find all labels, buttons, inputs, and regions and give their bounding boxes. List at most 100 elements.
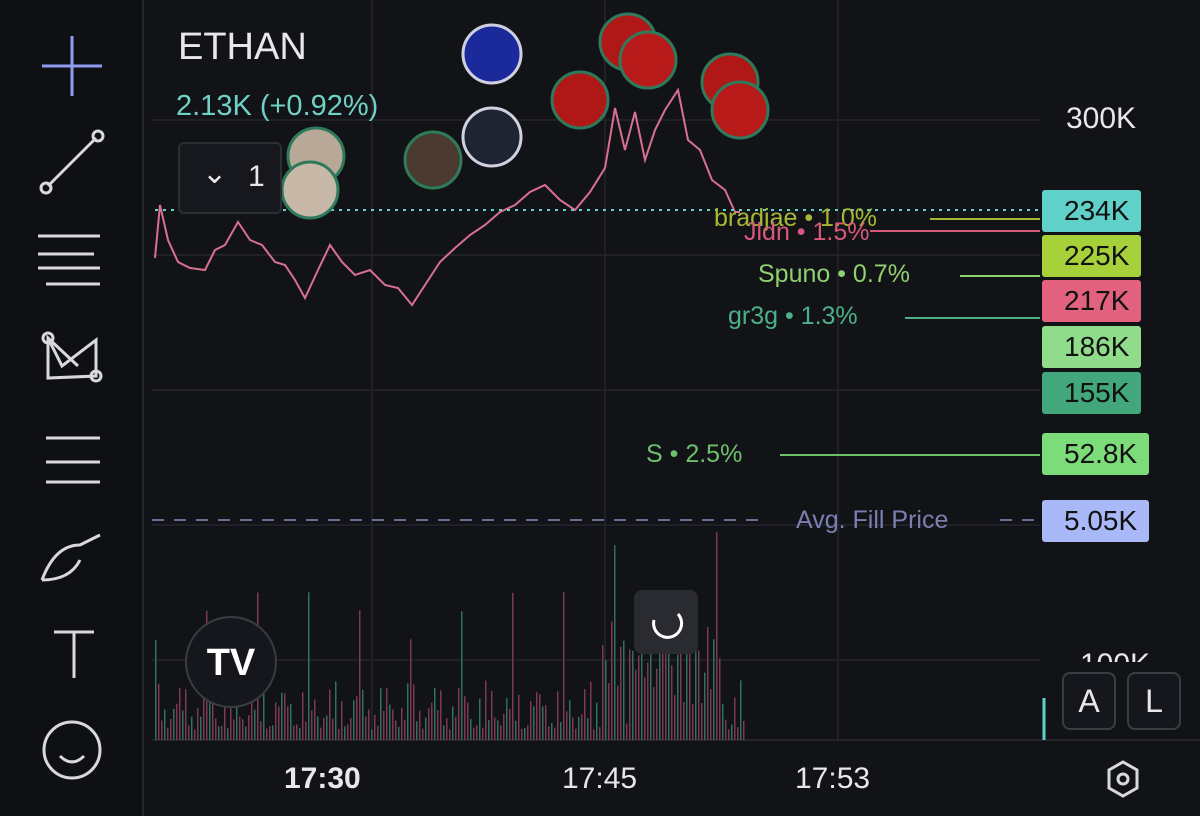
volume-bar <box>494 717 496 740</box>
volume-bar <box>464 696 466 740</box>
volume-bar <box>455 716 457 740</box>
volume-bar <box>215 718 217 740</box>
volume-bar <box>317 716 319 740</box>
volume-bar <box>245 726 247 740</box>
volume-bar <box>536 692 538 740</box>
price-tag: 52.8K <box>1042 433 1150 475</box>
volume-bar <box>641 609 643 740</box>
log-scale-button[interactable]: L <box>1127 672 1181 730</box>
volume-bar <box>554 727 556 740</box>
volume-bar <box>719 658 721 740</box>
volume-bar <box>647 662 649 740</box>
price-axis-label: 300K <box>1066 102 1137 135</box>
volume-bar <box>437 710 439 740</box>
volume-bar <box>398 726 400 740</box>
volume-bar <box>629 649 631 740</box>
volume-bar <box>302 692 304 740</box>
price-tag: 5.05K <box>1042 500 1150 542</box>
volume-bar <box>737 727 739 740</box>
volume-bar <box>419 710 421 740</box>
volume-bar <box>284 693 286 740</box>
volume-bar <box>323 717 325 740</box>
volume-bar <box>329 689 331 740</box>
position-label: bradjae • 1.0% <box>714 204 878 232</box>
volume-bar <box>734 697 736 740</box>
volume-bar <box>326 715 328 740</box>
volume-bar <box>665 610 667 740</box>
volume-bar <box>383 711 385 740</box>
volume-bar <box>338 728 340 740</box>
volume-bar <box>425 717 427 740</box>
volume-bar <box>377 725 379 740</box>
volume-bar <box>236 690 238 740</box>
volume-bar <box>404 719 406 740</box>
volume-bar <box>596 702 598 740</box>
volume-bar <box>380 688 382 740</box>
volume-bar <box>668 606 670 740</box>
volume-bar <box>674 695 676 740</box>
volume-bar <box>602 645 604 740</box>
volume-bar <box>296 724 298 740</box>
volume-bar <box>611 621 613 740</box>
volume-bar <box>347 724 349 740</box>
volume-bar <box>293 725 295 740</box>
volume-bar <box>290 703 292 740</box>
volume-bar <box>428 708 430 740</box>
volume-bar <box>395 720 397 740</box>
volume-bar <box>176 703 178 740</box>
volume-bar <box>203 688 205 740</box>
position-label: S • 2.5% <box>646 440 743 468</box>
volume-bar <box>335 681 337 740</box>
volume-bar <box>221 725 223 740</box>
volume-bar <box>491 690 493 740</box>
volume-bar <box>458 688 460 740</box>
volume-bar <box>539 694 541 740</box>
volume-bar <box>545 705 547 740</box>
volume-bar <box>482 727 484 740</box>
volume-bar <box>713 639 715 740</box>
time-label: 17:45 <box>562 762 638 795</box>
volume-bar <box>173 708 175 740</box>
volume-bar <box>701 703 703 740</box>
volume-bar <box>359 610 361 740</box>
volume-bar <box>431 702 433 740</box>
volume-bar <box>188 725 190 740</box>
volume-bar <box>530 700 532 740</box>
volume-bar <box>242 719 244 740</box>
price-tag: 186K <box>1042 326 1142 368</box>
volume-bar <box>443 725 445 740</box>
volume-bar <box>497 720 499 740</box>
volume-bar <box>446 718 448 740</box>
volume-bar <box>269 726 271 740</box>
volume-bar <box>587 718 589 740</box>
volume-bar <box>281 692 283 740</box>
volume-bar <box>527 725 529 740</box>
volume-bar <box>278 706 280 740</box>
volume-bar <box>212 701 214 740</box>
price-tag: 155K <box>1042 372 1142 414</box>
volume-bar <box>485 680 487 740</box>
volume-bar <box>341 701 343 740</box>
volume-bar <box>413 684 415 740</box>
volume-bar <box>440 690 442 740</box>
volume-bar <box>410 639 412 740</box>
volume-bar <box>644 677 646 740</box>
volume-bar <box>476 725 478 740</box>
symbol-title: ETHAN <box>178 26 307 68</box>
volume-bar <box>686 631 688 740</box>
position-label: Jldn • 1.5% <box>744 218 870 246</box>
auto-scale-button[interactable]: A <box>1062 672 1116 730</box>
volume-bar <box>182 710 184 740</box>
layer-dropdown[interactable]: ⌄ 1 <box>178 142 282 214</box>
volume-bar <box>392 709 394 740</box>
volume-bar <box>227 728 229 740</box>
volume-bar <box>677 654 679 740</box>
volume-bar <box>572 717 574 740</box>
volume-bar <box>617 685 619 740</box>
volume-bar <box>308 592 310 740</box>
volume-bar <box>389 704 391 740</box>
price-tag: 217K <box>1042 280 1142 322</box>
volume-bar <box>716 532 718 740</box>
